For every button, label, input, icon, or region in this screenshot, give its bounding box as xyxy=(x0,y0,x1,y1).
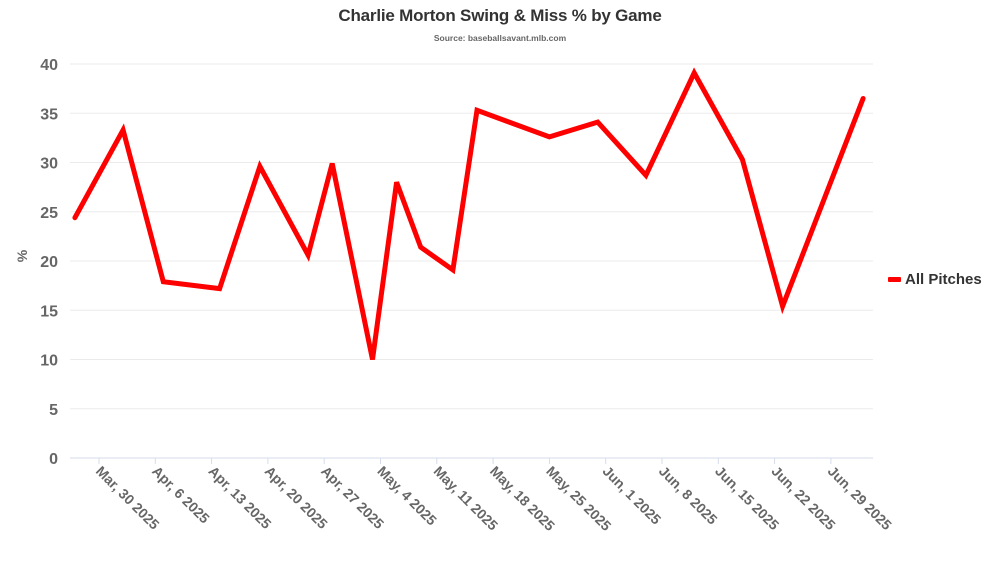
x-tick-label: Jun, 8 2025 xyxy=(656,463,721,528)
legend: All Pitches xyxy=(888,271,982,288)
legend-label: All Pitches xyxy=(905,271,982,288)
chart-title: Charlie Morton Swing & Miss % by Game xyxy=(338,6,662,25)
legend-swatch-icon xyxy=(888,277,901,282)
y-tick-label: 5 xyxy=(49,402,58,419)
series-lines xyxy=(72,67,866,361)
y-tick-label: 40 xyxy=(40,57,58,74)
y-tick-label: 30 xyxy=(40,156,58,173)
y-axis-label: % xyxy=(14,249,30,262)
y-tick-label: 0 xyxy=(49,451,58,468)
series-line-all-pitches[interactable] xyxy=(72,67,866,361)
y-tick-label: 25 xyxy=(40,205,58,222)
legend-item-all-pitches[interactable]: All Pitches xyxy=(888,271,982,288)
y-tick-label: 20 xyxy=(40,254,58,271)
y-axis: 0 5 10 15 20 25 30 35 40 xyxy=(40,57,58,468)
gridlines xyxy=(70,63,873,459)
y-tick-label: 10 xyxy=(40,353,58,370)
y-tick-label: 35 xyxy=(40,106,58,123)
chart-subtitle: Source: baseballsavant.mlb.com xyxy=(433,33,567,43)
y-tick-label: 15 xyxy=(40,303,58,320)
